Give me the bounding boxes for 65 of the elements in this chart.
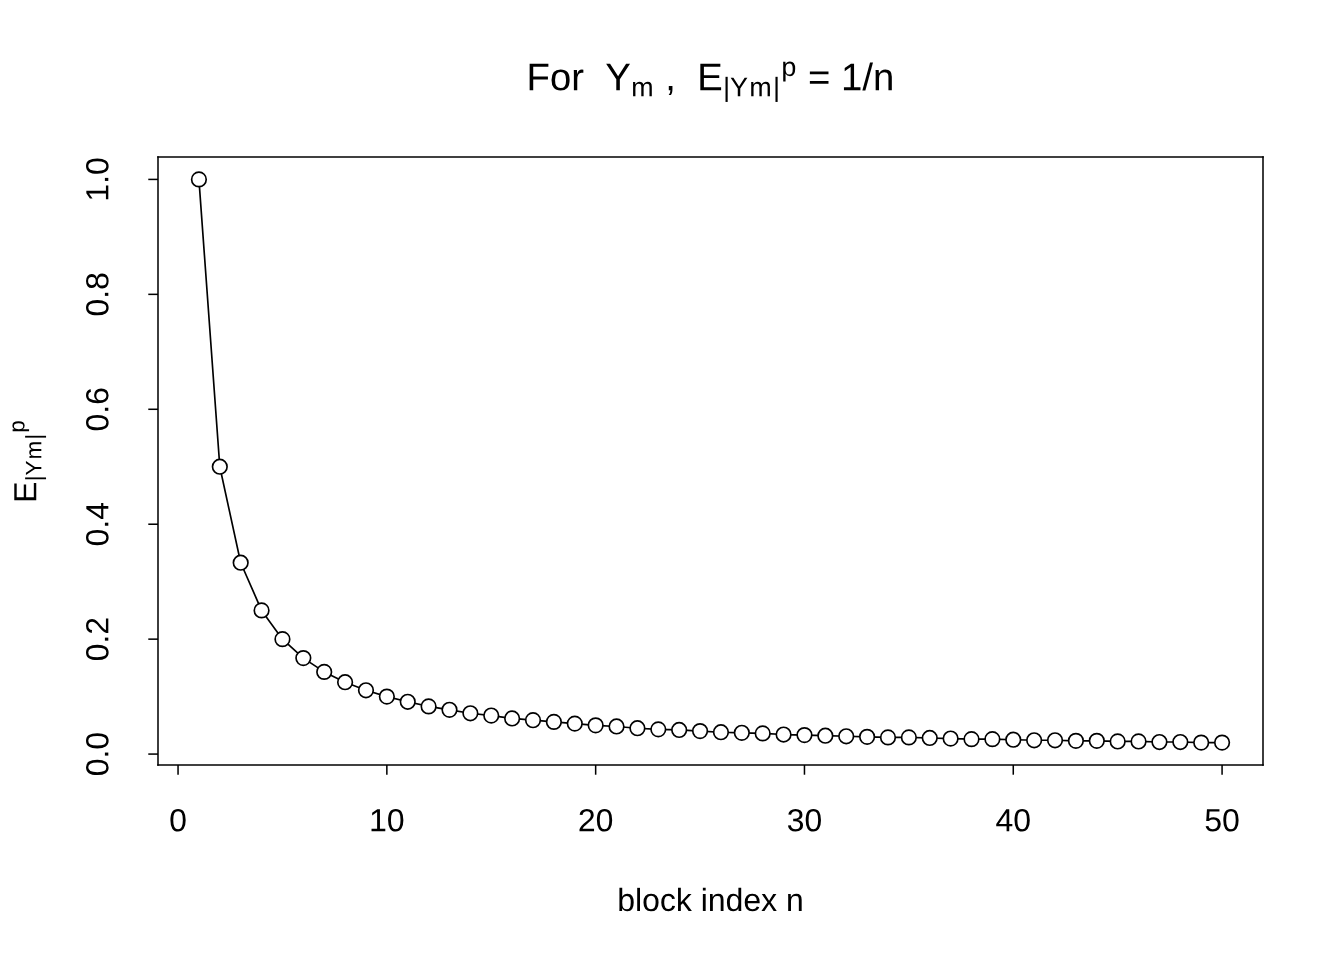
point [504,710,521,727]
point [796,726,813,744]
point [1193,734,1210,751]
point [357,682,375,699]
point [1109,733,1126,750]
point [1213,734,1231,751]
point [608,718,625,735]
point [420,698,437,715]
y-tick-label: 0.2 [86,618,109,661]
point [524,712,542,729]
point [545,713,563,731]
point [942,730,959,747]
point [838,728,855,745]
chart-title: For Y$_{m}$ , E$_{|Ym|}$$^{p}$ = 1/n [529,61,892,102]
point [587,717,604,734]
point [295,649,312,667]
point [984,731,1001,748]
point [817,727,834,744]
point [963,731,980,748]
point [1026,732,1043,749]
y-tick-label: 0.6 [86,388,109,431]
point [1151,733,1168,751]
y-tick-label: 0.8 [86,273,109,316]
point [399,693,416,710]
point [566,715,583,732]
point [629,720,646,737]
y-tick-label: 1.0 [86,158,109,200]
point [879,729,897,746]
point [190,171,208,188]
x-axis-title: block index n [619,887,802,912]
point [754,725,771,742]
point [441,701,458,718]
x-tick-label: 0 [170,808,186,832]
point [316,663,333,681]
x-tick-label: 50 [1205,808,1239,832]
x-tick-label: 30 [787,808,821,832]
y-tick-label: 0.4 [86,502,109,546]
point [1046,732,1064,749]
point [900,729,917,746]
x-tick-label: 10 [371,808,404,832]
point [1130,733,1147,750]
y-tick-label: 0.0 [86,733,109,776]
point [274,631,291,648]
point [1067,732,1085,749]
point [650,721,667,738]
point [858,728,876,745]
x-tick-label: 20 [579,808,613,832]
x-tick-label: 40 [996,808,1030,832]
point [462,705,479,722]
point [671,721,688,739]
point [712,724,730,741]
point [691,722,709,740]
point [483,707,500,724]
y-axis-title: E$_{|Ym|}$$^{p}$ [12,421,47,501]
point [336,674,354,691]
point [232,554,249,571]
point [253,602,270,619]
point [1088,732,1105,749]
point [1172,733,1189,751]
point [733,724,750,741]
point [775,726,792,743]
point [378,688,395,705]
point [211,458,228,475]
point [921,729,938,747]
point [1005,731,1022,748]
